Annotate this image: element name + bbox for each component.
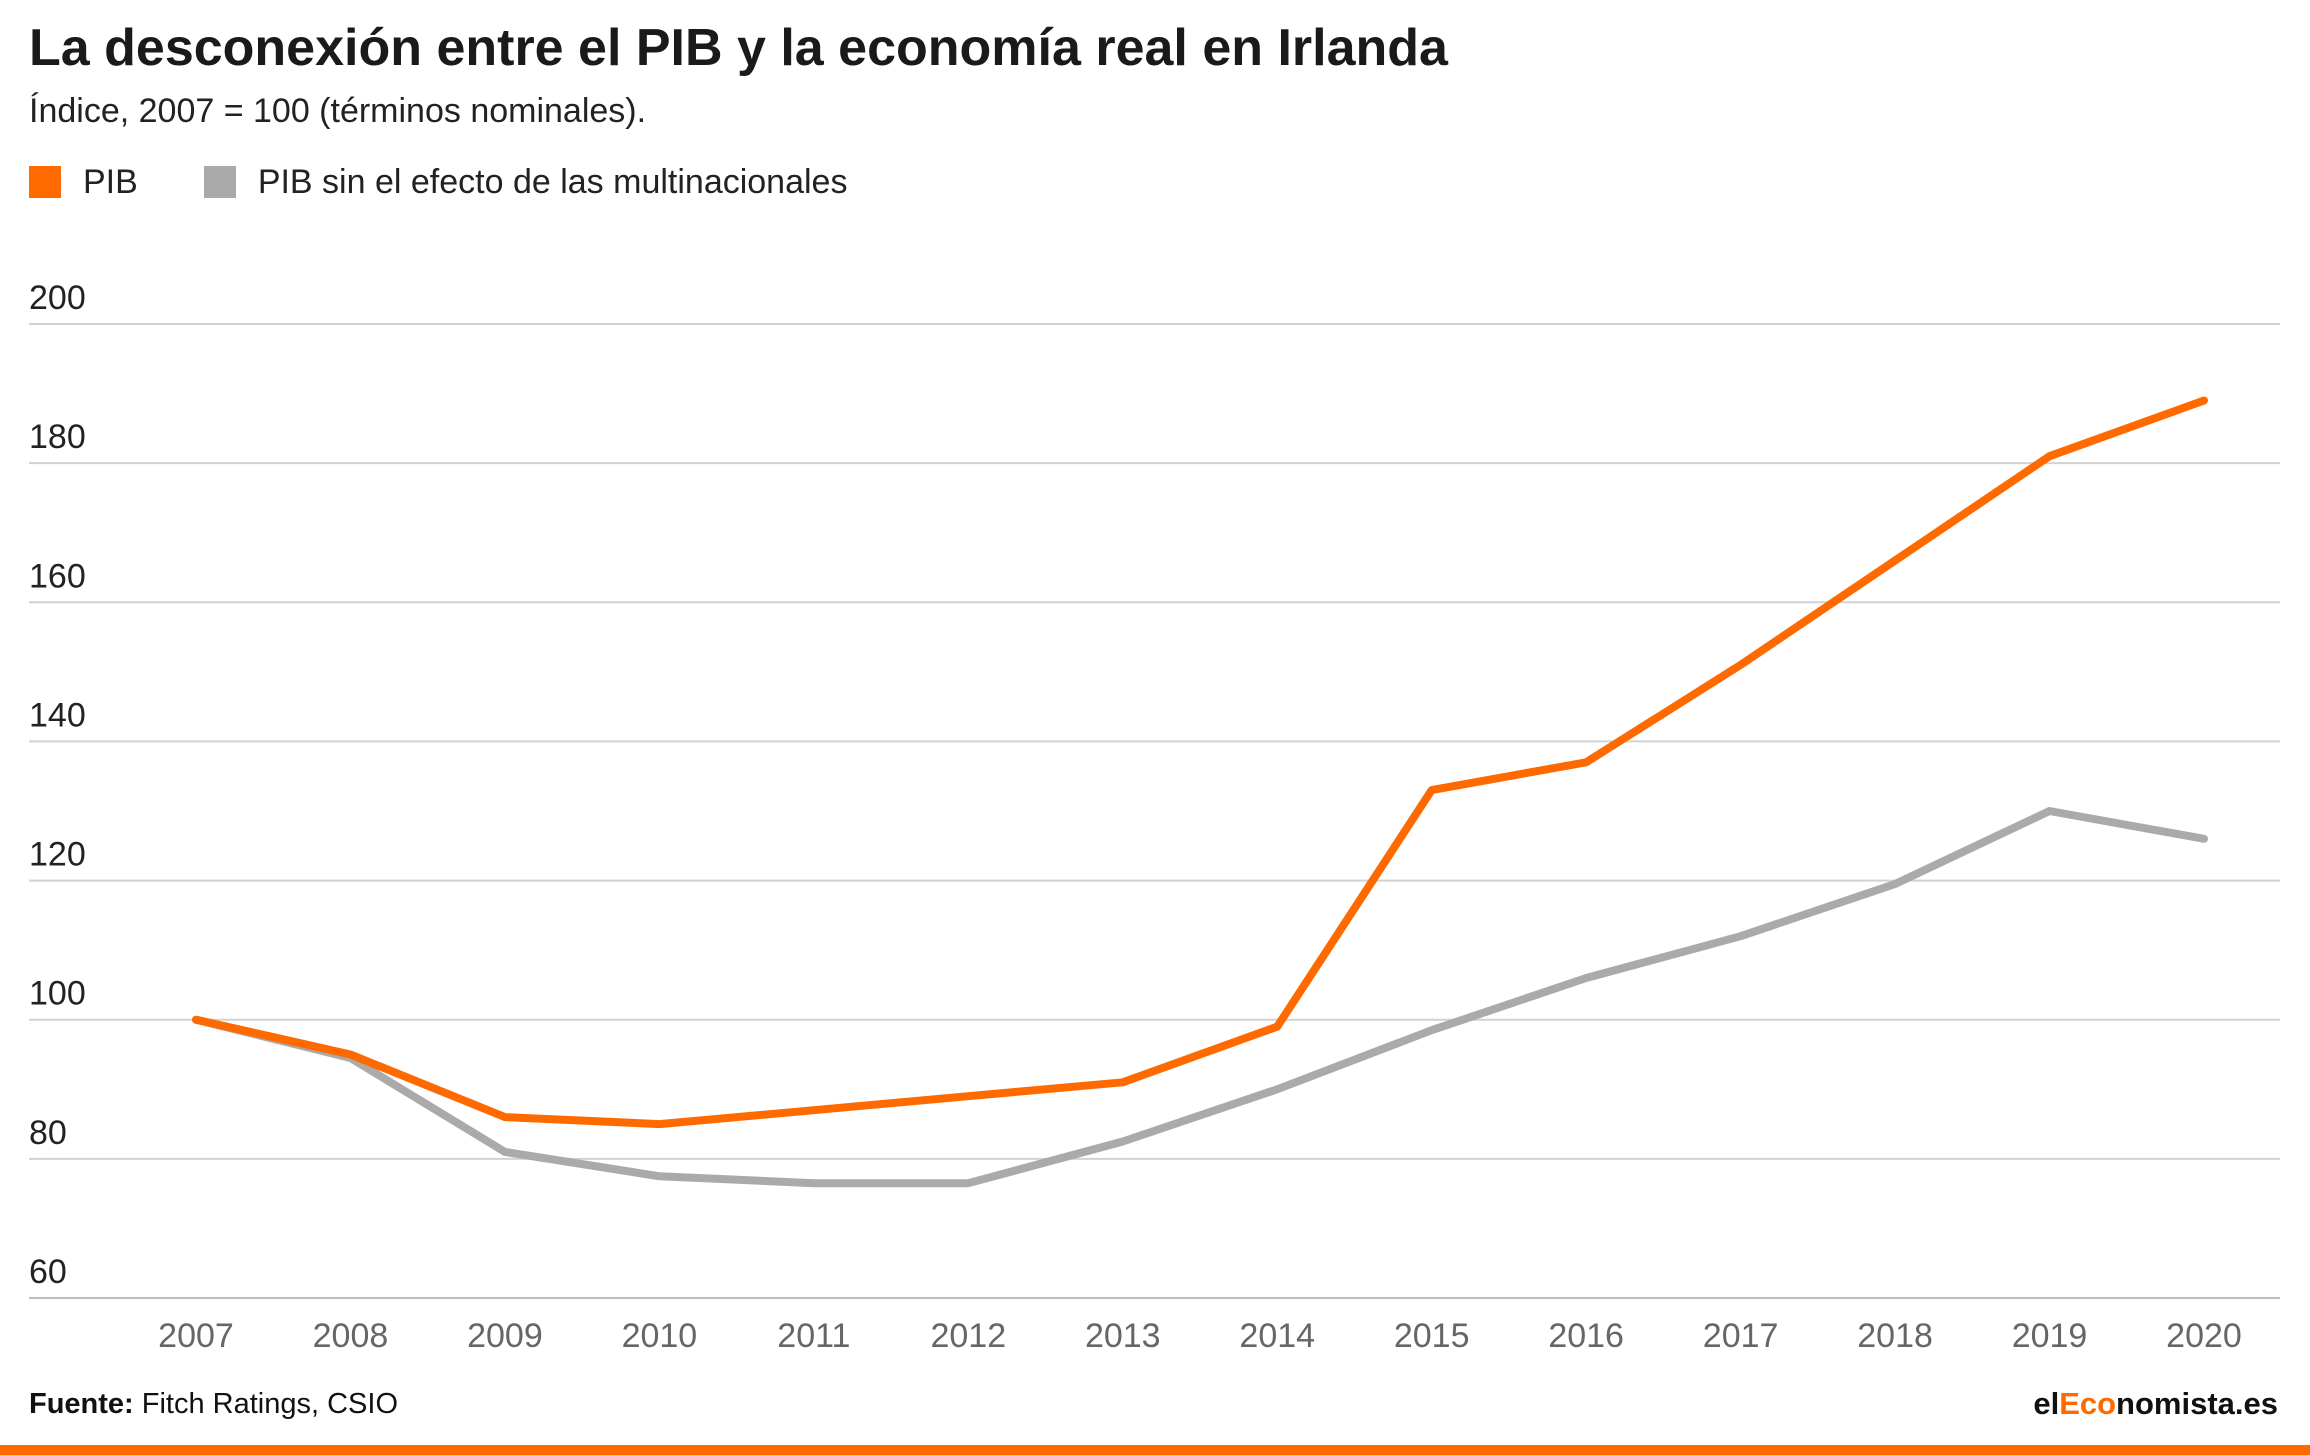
chart-subtitle: Índice, 2007 = 100 (términos nominales). [29, 92, 647, 130]
legend-item-pib: PIB [29, 163, 138, 202]
x-tick-label-2018: 2018 [1857, 1317, 1933, 1355]
bottom-accent-bar [0, 1445, 2310, 1455]
x-tick-label-2010: 2010 [622, 1317, 698, 1355]
brand-accent: Eco [2059, 1386, 2117, 1421]
chart-legend: PIB PIB sin el efecto de las multinacion… [29, 160, 913, 204]
x-tick-label-2019: 2019 [2012, 1317, 2088, 1355]
legend-label-pib: PIB [83, 162, 138, 201]
brand-post: nomista.es [2116, 1386, 2278, 1421]
y-tick-label-120: 120 [29, 836, 86, 874]
y-tick-label-200: 200 [29, 279, 86, 317]
x-tick-label-2017: 2017 [1703, 1317, 1779, 1355]
chart-title: La desconexión entre el PIB y la economí… [29, 19, 1448, 77]
x-tick-label-2016: 2016 [1548, 1317, 1624, 1355]
y-tick-label-140: 140 [29, 696, 86, 734]
source-note: Fuente: Fitch Ratings, CSIO [29, 1388, 398, 1421]
brand-logo: elEconomista.es [2033, 1386, 2278, 1422]
line-chart: 60 80 100 120 140 160 180 200 2007 2008 2009 2010 20… [29, 279, 2280, 1355]
x-tick-label-2015: 2015 [1394, 1317, 1470, 1355]
legend-label-pib-sin-multinacionales: PIB sin el efecto de las multinacionales [257, 162, 848, 201]
y-tick-label-100: 100 [29, 975, 86, 1013]
x-tick-label-2009: 2009 [467, 1317, 543, 1355]
x-tick-label-2012: 2012 [930, 1317, 1006, 1355]
brand-pre: el [2033, 1386, 2060, 1421]
source-label: Fuente: [29, 1388, 134, 1420]
legend-swatch-pib [29, 166, 61, 198]
x-tick-label-2011: 2011 [777, 1317, 850, 1355]
x-tick-label-2014: 2014 [1239, 1317, 1315, 1355]
series-line-pib-sin-multinacionales [192, 807, 2208, 1188]
y-tick-label-160: 160 [29, 557, 86, 595]
y-tick-label-180: 180 [29, 418, 86, 456]
source-text: Fitch Ratings, CSIO [133, 1388, 399, 1420]
x-tick-label-2013: 2013 [1085, 1317, 1161, 1355]
x-tick-label-2008: 2008 [313, 1317, 389, 1355]
legend-item-pib-sin-multinacionales: PIB sin el efecto de las multinacionales [203, 162, 848, 202]
series-line-pib [192, 396, 2208, 1129]
x-tick-label-2020: 2020 [2166, 1317, 2242, 1355]
x-tick-label-2007: 2007 [158, 1317, 234, 1355]
y-tick-label-60: 60 [29, 1253, 67, 1291]
y-tick-label-80: 80 [29, 1114, 67, 1152]
legend-swatch-pib-sin-multinacionales [203, 166, 236, 198]
